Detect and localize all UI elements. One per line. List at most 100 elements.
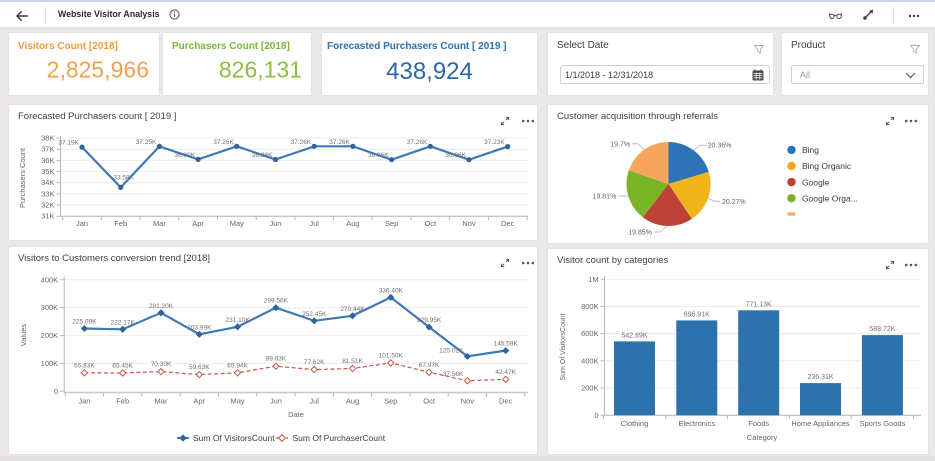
svg-text:36.06K: 36.06K — [368, 152, 389, 159]
svg-text:Jun: Jun — [270, 397, 282, 406]
svg-text:May: May — [231, 397, 245, 406]
svg-text:20.36%: 20.36% — [708, 143, 732, 150]
svg-text:19.7%: 19.7% — [610, 141, 630, 148]
svg-text:200K: 200K — [41, 331, 59, 340]
svg-text:32K: 32K — [41, 201, 54, 210]
svg-text:229.95K: 229.95K — [417, 317, 442, 324]
svg-text:67.97K: 67.97K — [419, 362, 440, 369]
svg-text:Oct: Oct — [424, 219, 437, 228]
svg-text:Home Appliances: Home Appliances — [791, 419, 850, 428]
svg-text:Bing Organic: Bing Organic — [802, 161, 852, 171]
svg-text:19.81%: 19.81% — [593, 194, 617, 201]
svg-text:0: 0 — [54, 387, 58, 396]
svg-text:600K: 600K — [581, 329, 599, 338]
svg-text:Sum Of VisitorsCount: Sum Of VisitorsCount — [560, 313, 567, 380]
svg-text:Google Orga...: Google Orga... — [802, 193, 858, 203]
svg-text:Jan: Jan — [78, 397, 90, 406]
svg-text:Dec: Dec — [501, 219, 515, 228]
svg-text:36.06K: 36.06K — [445, 152, 466, 159]
svg-text:Date: Date — [288, 410, 304, 419]
svg-text:37.23K: 37.23K — [484, 139, 505, 146]
svg-text:70.30K: 70.30K — [151, 361, 172, 368]
svg-text:Sep: Sep — [384, 397, 397, 406]
svg-text:81.51K: 81.51K — [342, 358, 363, 365]
svg-text:400K: 400K — [41, 275, 59, 284]
svg-text:Oct: Oct — [423, 397, 436, 406]
svg-text:36.08K: 36.08K — [252, 152, 273, 159]
svg-text:19.85%: 19.85% — [628, 230, 652, 237]
svg-text:222.17K: 222.17K — [111, 319, 136, 326]
svg-text:Jan: Jan — [76, 219, 88, 228]
svg-text:Jun: Jun — [269, 219, 281, 228]
svg-text:37.25K: 37.25K — [136, 139, 157, 146]
svg-text:33K: 33K — [41, 189, 54, 198]
svg-text:Mar: Mar — [155, 397, 168, 406]
svg-text:33.58K: 33.58K — [113, 174, 134, 181]
svg-text:203.99K: 203.99K — [187, 324, 212, 331]
svg-text:542.89K: 542.89K — [621, 332, 647, 339]
svg-text:35K: 35K — [41, 167, 54, 176]
svg-text:Apr: Apr — [193, 397, 205, 406]
svg-text:101.50K: 101.50K — [379, 352, 404, 359]
svg-text:77.62K: 77.62K — [304, 359, 325, 366]
svg-text:Apr: Apr — [192, 219, 204, 228]
svg-text:200K: 200K — [581, 384, 599, 393]
svg-text:65.83K: 65.83K — [74, 362, 95, 369]
svg-text:37.56K: 37.56K — [443, 371, 464, 378]
svg-text:100K: 100K — [41, 359, 59, 368]
svg-text:42.47K: 42.47K — [495, 369, 516, 376]
svg-text:Google: Google — [802, 177, 830, 187]
svg-text:1M: 1M — [588, 275, 598, 284]
svg-text:Sep: Sep — [385, 219, 398, 228]
svg-text:Foods: Foods — [748, 419, 769, 428]
svg-text:Mar: Mar — [153, 219, 166, 228]
svg-text:336.40K: 336.40K — [379, 287, 404, 294]
svg-text:37.26K: 37.26K — [291, 139, 312, 146]
svg-text:800K: 800K — [581, 302, 599, 311]
svg-text:65.45K: 65.45K — [112, 363, 133, 370]
svg-text:588.72K: 588.72K — [869, 326, 895, 333]
svg-text:Sum Of VisitorsCount: Sum Of VisitorsCount — [193, 433, 275, 443]
svg-text:236.31K: 236.31K — [807, 374, 833, 381]
svg-text:38K: 38K — [41, 133, 54, 142]
svg-text:Aug: Aug — [346, 219, 359, 228]
svg-text:300K: 300K — [41, 303, 59, 312]
svg-text:696.91K: 696.91K — [684, 311, 710, 318]
svg-text:34K: 34K — [41, 178, 54, 187]
svg-text:299.56K: 299.56K — [264, 298, 289, 305]
svg-text:Feb: Feb — [116, 397, 129, 406]
svg-text:145.59K: 145.59K — [494, 341, 519, 348]
svg-text:31K: 31K — [41, 212, 54, 221]
svg-text:771.13K: 771.13K — [746, 301, 772, 308]
svg-text:Dec: Dec — [499, 397, 513, 406]
svg-text:281.20K: 281.20K — [149, 303, 174, 310]
svg-text:Clothing: Clothing — [621, 419, 649, 428]
svg-text:Bing: Bing — [802, 145, 819, 155]
svg-text:Electronics: Electronics — [678, 419, 715, 428]
svg-text:37.19K: 37.19K — [58, 140, 79, 147]
svg-text:Sports Goods: Sports Goods — [859, 419, 905, 428]
svg-text:37.26K: 37.26K — [213, 139, 234, 146]
svg-text:Nov: Nov — [461, 397, 475, 406]
svg-text:65.94K: 65.94K — [227, 362, 248, 369]
svg-text:37.26K: 37.26K — [329, 139, 350, 146]
svg-text:Jul: Jul — [309, 219, 319, 228]
svg-text:May: May — [230, 219, 244, 228]
svg-text:36.09K: 36.09K — [174, 152, 195, 159]
svg-text:252.45K: 252.45K — [302, 311, 327, 318]
svg-text:Values: Values — [19, 324, 28, 347]
svg-text:400K: 400K — [581, 356, 599, 365]
svg-text:37K: 37K — [41, 145, 54, 154]
svg-text:37.26K: 37.26K — [407, 139, 428, 146]
svg-text:Jul: Jul — [309, 397, 319, 406]
svg-text:36K: 36K — [41, 156, 54, 165]
svg-text:Category: Category — [747, 433, 778, 442]
svg-text:0: 0 — [594, 411, 598, 420]
svg-text:Aug: Aug — [346, 397, 359, 406]
svg-text:125.02K: 125.02K — [439, 347, 464, 354]
svg-text:Purchasers Count: Purchasers Count — [18, 147, 27, 208]
svg-text:Feb: Feb — [114, 219, 127, 228]
svg-text:225.09K: 225.09K — [72, 319, 97, 326]
svg-text:Sum Of PurchaserCount: Sum Of PurchaserCount — [293, 433, 386, 443]
svg-text:89.83K: 89.83K — [266, 356, 287, 363]
